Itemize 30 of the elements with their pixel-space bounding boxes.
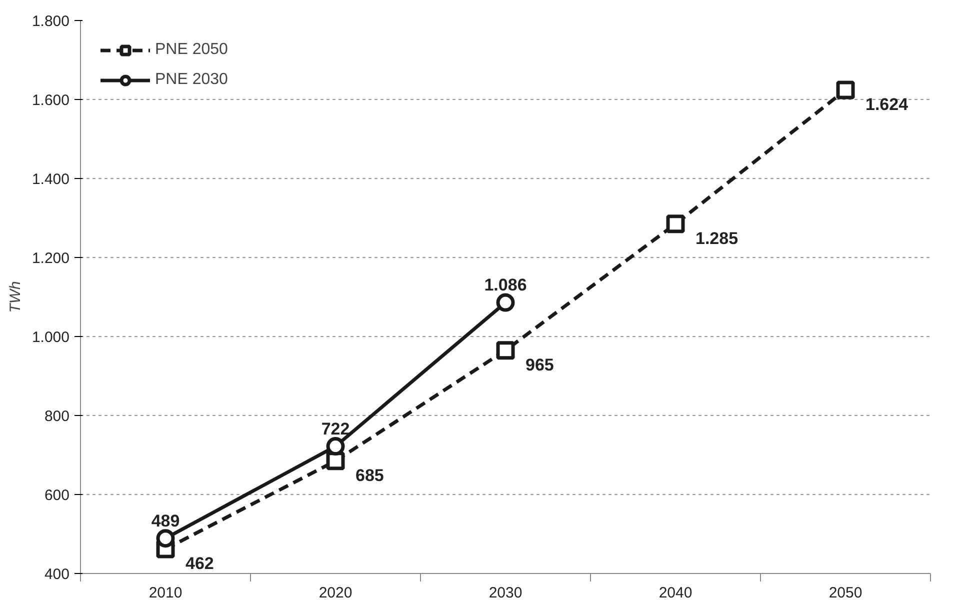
y-tick-label: 1.200 [32,250,70,267]
x-tick-label: 2020 [318,584,352,600]
legend-label: PNE 2030 [155,71,228,89]
point [836,80,855,100]
data-label: 489 [151,511,180,530]
y-axis-title: TWh [6,281,24,313]
y-tick-label: 800 [44,408,70,425]
x-tick-label: 2030 [488,584,522,600]
point [666,214,685,234]
y-tick-label: 1.400 [32,171,70,188]
y-tick-label: 1.600 [32,92,70,109]
data-label: 462 [186,554,214,574]
y-tick-label: 400 [44,566,70,583]
x-tick-label: 2010 [148,584,182,600]
y-tick-label: 1.800 [32,13,70,30]
data-label: 722 [321,419,350,438]
point [156,529,175,548]
data-label: 685 [356,466,384,485]
data-label: 1.624 [866,95,909,114]
data-label: 965 [526,355,554,374]
point [326,437,345,456]
x-tick-label: 2050 [828,584,862,600]
y-tick-label: 1.000 [32,329,70,346]
data-label: 1.086 [484,276,527,295]
data-label: 1.285 [696,228,738,248]
point [496,341,515,360]
x-tick-label: 2040 [658,584,692,600]
legend-label: PNE 2050 [155,41,228,59]
y-tick-label: 600 [44,487,70,504]
point [496,293,515,312]
